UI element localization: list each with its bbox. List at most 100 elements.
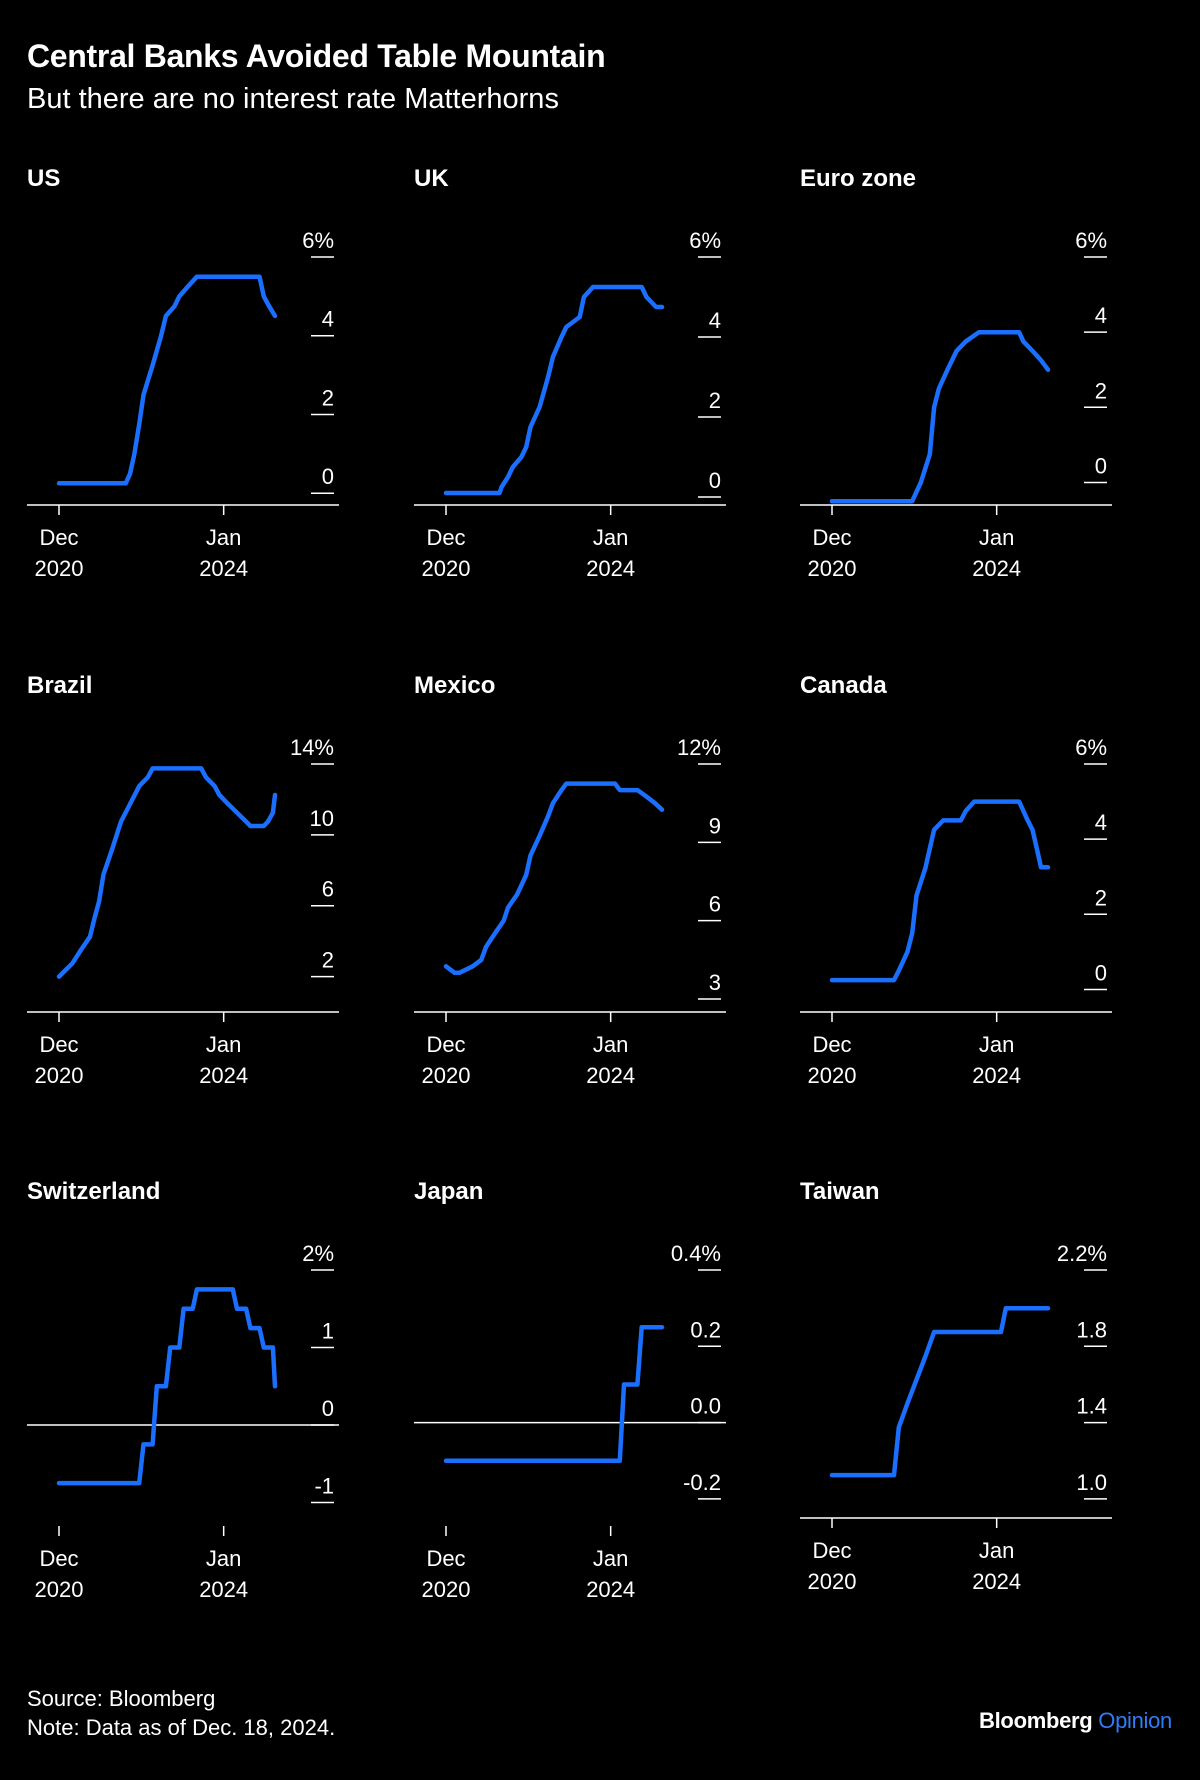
- series-line: [443, 284, 665, 496]
- y-tick-label: 0: [709, 468, 721, 493]
- chart-title: Central Banks Avoided Table Mountain: [27, 38, 606, 74]
- x-tick-label: 2024: [586, 1063, 635, 1088]
- panel-title: Japan: [414, 1178, 484, 1205]
- x-tick-label: Jan: [206, 1032, 241, 1057]
- brand-suffix: Opinion: [1098, 1708, 1172, 1733]
- series-line: [56, 766, 278, 979]
- line-chart: 0 2 4 6% Dec 2020 Jan 2024: [800, 735, 1112, 1088]
- y-tick-label: 6: [322, 877, 334, 902]
- series-line: [56, 274, 278, 486]
- x-tick-label: Dec: [812, 1032, 851, 1057]
- footer: Source: Bloomberg Note: Data as of Dec. …: [27, 1684, 335, 1742]
- y-tick-label: 1.4: [1076, 1394, 1107, 1419]
- y-tick-label: 2: [322, 948, 334, 973]
- y-tick-label: 0.2: [690, 1317, 721, 1342]
- x-tick-label: Jan: [593, 1546, 628, 1571]
- y-tick-label: 6: [709, 892, 721, 917]
- chart-subtitle: But there are no interest rate Matterhor…: [27, 83, 559, 115]
- x-tick-label: Dec: [39, 1546, 78, 1571]
- x-tick-label: 2020: [422, 1063, 471, 1088]
- y-tick-label: 0: [1095, 960, 1107, 985]
- x-tick-label: 2024: [972, 1063, 1021, 1088]
- x-tick-label: Jan: [979, 1538, 1014, 1563]
- brand-logo: Bloomberg Opinion: [979, 1708, 1172, 1734]
- y-tick-label: 0.4%: [671, 1241, 721, 1266]
- y-tick-label: 4: [1095, 810, 1107, 835]
- y-tick-label: 0: [1095, 453, 1107, 478]
- line-chart: 1.0 1.4 1.8 2.2% Dec 2020 Jan 2024: [800, 1241, 1112, 1594]
- x-tick-label: Jan: [979, 1032, 1014, 1057]
- x-tick-label: 2024: [586, 556, 635, 581]
- x-tick-label: 2020: [422, 556, 471, 581]
- x-tick-label: 2020: [808, 1569, 857, 1594]
- y-tick-label: 2: [1095, 378, 1107, 403]
- x-tick-label: Jan: [979, 525, 1014, 550]
- series-line: [443, 781, 665, 976]
- x-tick-label: 2020: [808, 1063, 857, 1088]
- x-tick-label: Dec: [426, 1546, 465, 1571]
- x-tick-label: Jan: [593, 1032, 628, 1057]
- x-tick-label: Jan: [593, 525, 628, 550]
- panel-title: Taiwan: [800, 1178, 880, 1205]
- brand-name: Bloomberg: [979, 1708, 1093, 1733]
- y-tick-label: 10: [310, 806, 334, 831]
- chart-panel: Mexico 3 6 9 12% Dec 2020 Jan 2024: [414, 672, 754, 1102]
- x-tick-label: Dec: [426, 525, 465, 550]
- series-line: [829, 799, 1051, 983]
- panel-title: Mexico: [414, 672, 496, 699]
- panel-title: Switzerland: [27, 1178, 161, 1205]
- y-tick-label: 0: [322, 1396, 334, 1421]
- chart-panel: Taiwan 1.0 1.4 1.8 2.2% Dec 2020 Jan 2024: [800, 1178, 1140, 1608]
- x-tick-label: Dec: [812, 525, 851, 550]
- panel-title: UK: [414, 165, 449, 192]
- line-chart: 0 2 4 6% Dec 2020 Jan 2024: [800, 228, 1112, 581]
- x-tick-label: Jan: [206, 525, 241, 550]
- y-tick-label: 4: [322, 307, 334, 332]
- y-tick-label: 0.0: [690, 1394, 721, 1419]
- x-tick-label: Dec: [426, 1032, 465, 1057]
- line-chart: -0.2 0.0 0.2 0.4% Dec 2020 Jan 2024: [414, 1241, 726, 1602]
- y-tick-label: 2: [1095, 885, 1107, 910]
- chart-panel: Japan -0.2 0.0 0.2 0.4% Dec 2020 Jan 2024: [414, 1178, 754, 1608]
- x-tick-label: 2024: [972, 556, 1021, 581]
- x-tick-label: 2024: [972, 1569, 1021, 1594]
- y-tick-label: 2%: [302, 1241, 334, 1266]
- panel-title: Canada: [800, 672, 887, 699]
- chart-panel: Brazil 2 6 10 14% Dec 2020 Jan 2024: [27, 672, 367, 1102]
- x-tick-label: 2020: [422, 1577, 471, 1602]
- chart-panel: US 0 2 4 6% Dec 2020 Jan 2024: [27, 165, 367, 595]
- y-tick-label: 6%: [689, 228, 721, 253]
- x-tick-label: 2024: [199, 556, 248, 581]
- x-tick-label: Dec: [39, 1032, 78, 1057]
- series-line: [443, 1324, 665, 1464]
- x-tick-label: 2024: [586, 1577, 635, 1602]
- source-note: Source: Bloomberg: [27, 1686, 216, 1711]
- chart-panel: Euro zone 0 2 4 6% Dec 2020 Jan 2024: [800, 165, 1140, 595]
- x-tick-label: Jan: [206, 1546, 241, 1571]
- chart-panel: UK 0 2 4 6% Dec 2020 Jan 2024: [414, 165, 754, 595]
- series-line: [829, 329, 1051, 504]
- y-tick-label: 1: [322, 1319, 334, 1344]
- series-line: [829, 1305, 1051, 1478]
- y-tick-label: 6%: [1075, 735, 1107, 760]
- x-tick-label: 2020: [808, 556, 857, 581]
- line-chart: 2 6 10 14% Dec 2020 Jan 2024: [27, 735, 339, 1088]
- y-tick-label: 4: [1095, 303, 1107, 328]
- y-tick-label: -1: [314, 1474, 334, 1499]
- x-tick-label: 2020: [35, 1063, 84, 1088]
- y-tick-label: 6%: [302, 228, 334, 253]
- y-tick-label: 14%: [290, 735, 334, 760]
- data-note: Note: Data as of Dec. 18, 2024.: [27, 1715, 336, 1740]
- y-tick-label: -0.2: [683, 1470, 721, 1495]
- y-tick-label: 2.2%: [1057, 1241, 1107, 1266]
- y-tick-label: 6%: [1075, 228, 1107, 253]
- panel-title: Euro zone: [800, 165, 917, 192]
- x-tick-label: Dec: [39, 525, 78, 550]
- y-tick-label: 1.8: [1076, 1317, 1107, 1342]
- x-tick-label: 2020: [35, 556, 84, 581]
- y-tick-label: 12%: [677, 735, 721, 760]
- line-chart: 0 2 4 6% Dec 2020 Jan 2024: [27, 228, 339, 581]
- line-chart: -1 0 1 2% Dec 2020 Jan 2024: [27, 1241, 339, 1602]
- y-tick-label: 9: [709, 813, 721, 838]
- line-chart: 3 6 9 12% Dec 2020 Jan 2024: [414, 735, 726, 1088]
